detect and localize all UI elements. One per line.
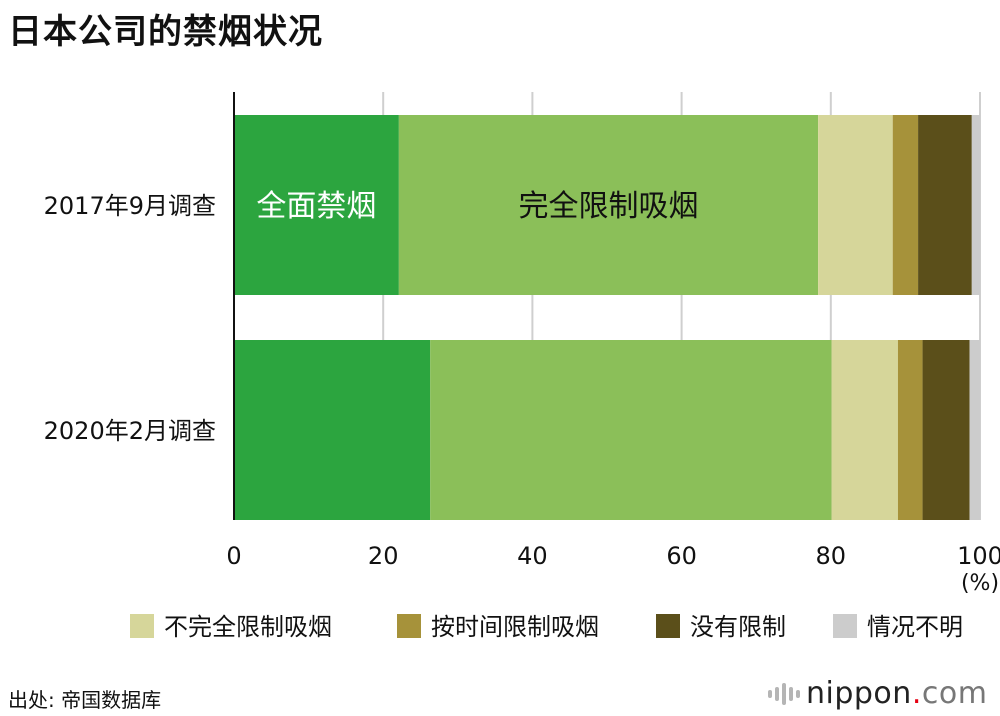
bar-segment-1-1 (430, 340, 832, 520)
legend-label-0: 不完全限制吸烟 (164, 613, 332, 641)
x-tick-label-20: 20 (368, 542, 399, 570)
bar-segment-1-2 (831, 340, 898, 520)
bar-segment-0-2 (818, 115, 893, 295)
source-note: 出处: 帝国数据库 (8, 688, 162, 712)
legend-label-1: 按时间限制吸烟 (431, 613, 599, 641)
logo-dot: . (911, 676, 922, 711)
legend-label-3: 情况不明 (867, 613, 963, 641)
x-tick-label-80: 80 (816, 542, 847, 570)
x-tick-label-40: 40 (517, 542, 548, 570)
bar-label-1: 完全限制吸烟 (518, 189, 698, 224)
x-tick-label-100: 100 (957, 542, 1000, 570)
nippon-logo[interactable]: nippon.com (768, 676, 987, 711)
bar-segment-1-3 (897, 340, 923, 520)
logo-bars-icon (768, 682, 800, 705)
legend-swatch-3 (833, 614, 857, 638)
bar-segment-1-5 (969, 340, 980, 520)
bar-segment-0-3 (892, 115, 919, 295)
bar-segment-0-4 (918, 115, 972, 295)
x-unit-label: (%) (961, 571, 999, 596)
bar-label-0: 全面禁烟 (256, 189, 376, 224)
x-tick-label-60: 60 (666, 542, 697, 570)
bar-segment-0-0 (234, 115, 399, 295)
x-tick-label-0: 0 (226, 542, 241, 570)
logo-suffix: com (921, 676, 988, 711)
chart-title: 日本公司的禁烟状况 (8, 12, 323, 52)
legend-label-2: 没有限制 (690, 613, 786, 641)
bar-segment-0-5 (971, 115, 980, 295)
category-label-1: 2020年2月调查 (44, 417, 216, 445)
category-label-0: 2017年9月调查 (44, 192, 216, 220)
bar-segment-0-1 (398, 115, 819, 295)
bar-segment-1-0 (234, 340, 431, 520)
bar-segment-1-4 (922, 340, 970, 520)
logo-name: nippon (806, 676, 912, 711)
legend-swatch-0 (130, 614, 154, 638)
legend-swatch-2 (656, 614, 680, 638)
legend-swatch-1 (397, 614, 421, 638)
